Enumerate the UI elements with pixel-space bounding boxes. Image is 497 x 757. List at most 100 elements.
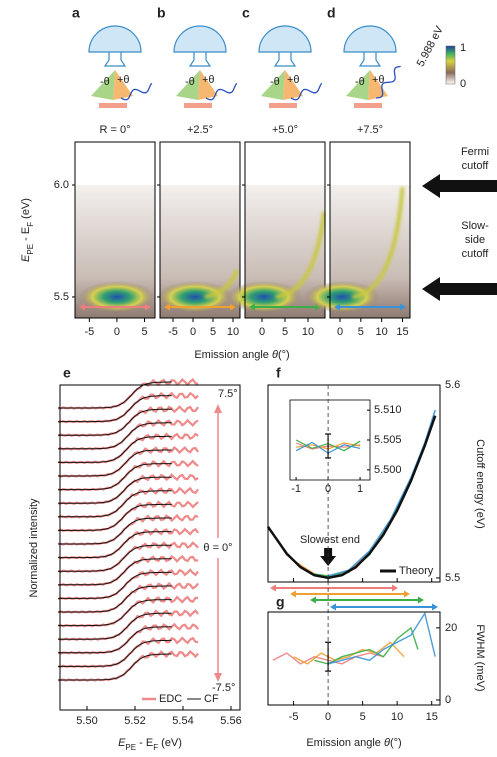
x-tick-label: 0 (337, 326, 343, 338)
annotation: Slowest end (300, 534, 360, 546)
x-tick-label: 5 (358, 326, 364, 338)
label-part: Emission angle (194, 349, 272, 361)
label-part: - E (20, 227, 32, 244)
slow-label: Slow- (461, 220, 489, 232)
minus-theta: -θ (100, 76, 110, 88)
x-tick-label: 0 (259, 326, 265, 338)
cone-minus (261, 70, 285, 100)
analyzer-dome (173, 25, 227, 53)
arrow-head (392, 584, 398, 592)
cf-curve (58, 476, 172, 504)
label-part: (eV) (20, 198, 32, 222)
legend-label: EDC (159, 693, 182, 705)
photon-energy: 5.988 eV (415, 24, 447, 69)
arrow-head (432, 603, 438, 611)
label-part: (°) (390, 737, 402, 749)
arrow-head (214, 404, 222, 413)
x-tick-label: 5 (141, 326, 147, 338)
caption: R = 0° (100, 124, 131, 136)
plus-theta: +θ (117, 74, 130, 86)
sample (99, 103, 127, 108)
y-axis-label: Cutoff energy (eV) (474, 439, 486, 529)
x-tick-label: 5.54 (172, 715, 193, 727)
light-wave (375, 65, 401, 99)
label-part: (°) (278, 349, 290, 361)
y-tick-label: 5.6 (445, 379, 460, 391)
analyzer-stem (103, 52, 127, 67)
cf-curve (58, 381, 172, 409)
arrow-head (400, 303, 406, 311)
angle-bottom: -7.5° (212, 682, 235, 694)
panel-frame (59, 384, 241, 711)
caption: +7.5° (357, 124, 383, 136)
x-tick-label: 5.50 (76, 715, 97, 727)
analyzer-stem (188, 52, 212, 67)
cone-minus (346, 70, 370, 100)
edc-curve (58, 378, 199, 410)
light-wave (205, 82, 238, 101)
dispersion-curve (205, 270, 237, 297)
plus-theta: +θ (287, 74, 300, 86)
colorbar-min: 0 (460, 78, 466, 90)
analyzer-dome (343, 25, 397, 53)
slow-arrow (422, 277, 497, 301)
x-tick-label: 5 (210, 326, 216, 338)
slow-label: side (465, 234, 485, 246)
cf-curve (58, 517, 172, 545)
arrow-head (79, 303, 85, 311)
cf-curve (58, 408, 172, 436)
y-tick-label: 5.5 (445, 572, 460, 584)
cf-curve (58, 558, 172, 586)
label-part: F (153, 743, 158, 752)
x-axis-label: EPE - EF (eV) (118, 737, 182, 752)
inset-frame (289, 399, 371, 481)
cf-curve (58, 599, 172, 627)
panel-frame (267, 611, 441, 706)
label-part: PE (26, 244, 35, 255)
sample (184, 103, 212, 108)
arrow-head (249, 303, 255, 311)
minus-theta: -θ (185, 76, 195, 88)
y-tick-label: 5.500 (374, 464, 402, 476)
arrow-head (214, 673, 222, 682)
cf-curve (58, 626, 172, 654)
label-part: (eV) (158, 737, 182, 749)
heatmap (304, 142, 410, 318)
x-axis-label: Emission angle θ(°) (306, 737, 401, 749)
cf-curve (58, 449, 172, 477)
cf-curve (58, 585, 172, 613)
fermi-label: Fermi (461, 146, 489, 158)
sample (269, 103, 297, 108)
x-tick-label: 0 (325, 483, 331, 495)
cf-curve (58, 639, 172, 667)
colorbar (445, 45, 456, 85)
x-tick-label: 15 (396, 326, 408, 338)
analyzer-stem (358, 52, 382, 67)
cone-plus (283, 70, 303, 100)
arrow-head (270, 584, 276, 592)
panel-label: c (242, 5, 250, 21)
light-wave (120, 82, 153, 101)
label-part: Emission angle (306, 737, 384, 749)
fermi-arrow (422, 174, 497, 198)
x-tick-label: 10 (302, 326, 314, 338)
x-tick-label: -5 (84, 326, 94, 338)
plus-theta: +θ (372, 74, 385, 86)
angle-mid: θ = 0° (203, 542, 232, 554)
cone-plus (113, 70, 133, 100)
x-tick-label: 5 (282, 326, 288, 338)
heatmap (75, 142, 155, 318)
label-part: E (118, 737, 126, 749)
arrow-head (145, 303, 151, 311)
y-tick-label: 5.510 (374, 404, 402, 416)
minus-theta: -θ (270, 76, 280, 88)
cone-minus (91, 70, 115, 100)
x-tick-label: 15 (426, 711, 438, 723)
heatmap-blob (79, 281, 155, 313)
fwhm-line (327, 611, 436, 665)
colorbar-max: 1 (460, 42, 466, 54)
analyzer-stem (273, 52, 297, 67)
label-part: PE (125, 743, 136, 752)
fwhm-line (314, 626, 419, 665)
